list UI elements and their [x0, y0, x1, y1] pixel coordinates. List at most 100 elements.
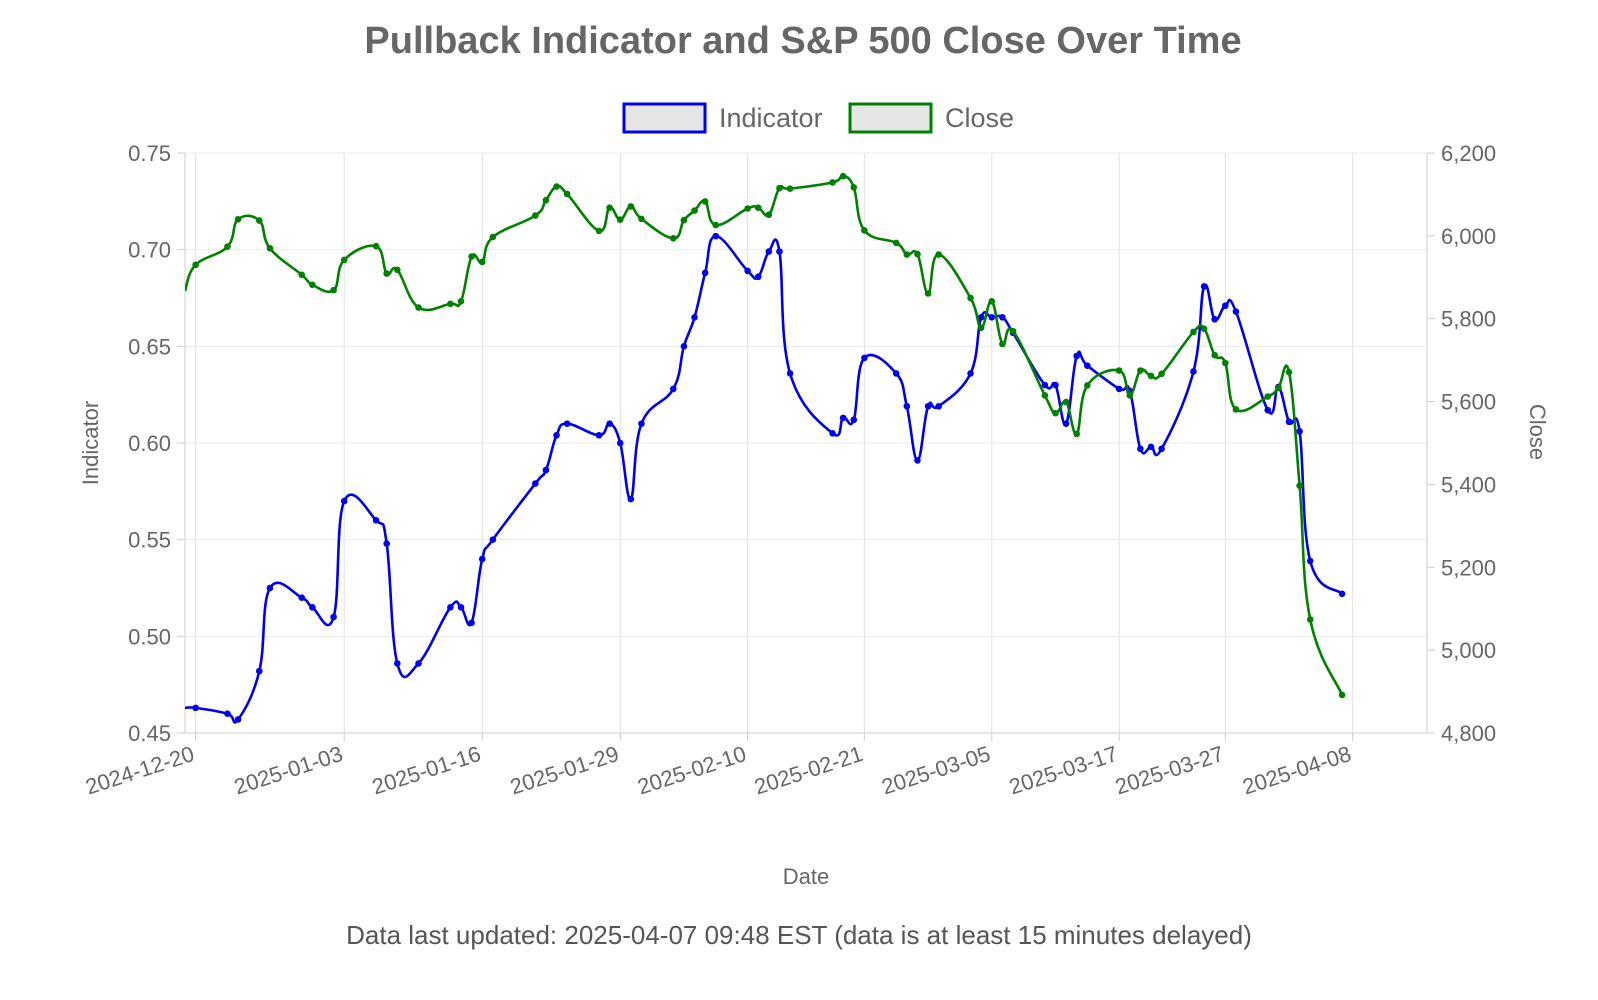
close-point — [924, 290, 932, 297]
indicator-point — [914, 457, 921, 464]
indicator-point — [192, 704, 199, 712]
close-point — [1296, 482, 1303, 489]
indicator-point — [1041, 381, 1049, 389]
indicator-point — [1084, 362, 1091, 369]
indicator-point — [988, 314, 996, 321]
close-point — [892, 239, 900, 247]
indicator-point — [1052, 381, 1059, 389]
close-point — [712, 221, 720, 229]
legend-swatch-close — [848, 102, 933, 134]
indicator-point — [266, 584, 274, 592]
close-point — [1062, 398, 1070, 406]
close-point — [977, 324, 985, 332]
indicator-point — [256, 667, 263, 675]
indicator-point — [563, 420, 571, 427]
indicator-point — [553, 431, 560, 439]
close-point — [309, 281, 316, 289]
x-tick-label: 2025-03-27 — [1112, 741, 1227, 800]
indicator-point — [1285, 418, 1293, 426]
close-point — [765, 211, 773, 219]
y-tick-label: 0.60 — [128, 431, 171, 456]
y-tick-label: 0.50 — [128, 624, 171, 649]
close-point — [1009, 327, 1017, 335]
close-point — [903, 251, 911, 258]
indicator-point — [447, 604, 454, 611]
indicator-point — [298, 594, 306, 601]
close-point — [192, 261, 199, 269]
indicator-point — [1137, 445, 1144, 453]
close-point — [935, 251, 942, 258]
close-point — [744, 205, 751, 212]
indicator-point — [680, 343, 688, 350]
close-point — [988, 298, 996, 305]
legend-label-indicator: Indicator — [719, 103, 823, 133]
y2-tick-label: 5,800 — [1441, 307, 1496, 332]
close-point — [1126, 392, 1134, 399]
close-point — [1115, 367, 1123, 374]
indicator-line — [185, 234, 1344, 724]
series-close — [185, 172, 1346, 699]
close-point — [1073, 430, 1080, 438]
indicator-point — [309, 604, 316, 611]
y2-axis-title: Close — [1525, 404, 1550, 460]
close-point — [542, 196, 550, 204]
close-point — [786, 185, 794, 192]
x-tick-label: 2025-02-21 — [751, 741, 866, 800]
close-point — [478, 258, 486, 266]
y-tick-label: 0.70 — [128, 238, 171, 263]
x-tick-label: 2025-03-17 — [1006, 741, 1121, 800]
close-point — [563, 190, 571, 198]
y2-tick-label: 5,600 — [1441, 390, 1496, 415]
y2-tick-label: 6,200 — [1441, 141, 1496, 166]
close-point — [224, 243, 231, 250]
indicator-point — [712, 232, 720, 240]
indicator-point — [924, 402, 932, 410]
close-point — [340, 256, 348, 264]
close-point — [1338, 691, 1346, 699]
close-point — [457, 298, 465, 305]
close-point — [638, 215, 645, 223]
x-tick-label: 2025-02-10 — [634, 741, 749, 800]
indicator-point — [1264, 406, 1272, 414]
close-point — [298, 271, 306, 279]
indicator-point — [224, 710, 231, 717]
close-point — [234, 215, 242, 223]
close-point — [670, 235, 677, 242]
footer-note: Data last updated: 2025-04-07 09:48 EST … — [346, 920, 1252, 950]
close-point — [383, 270, 390, 277]
indicator-point — [776, 248, 783, 255]
close-point — [1275, 384, 1282, 392]
close-point — [701, 198, 709, 205]
close-point — [754, 204, 762, 211]
x-tick-label: 2025-01-29 — [507, 741, 622, 800]
close-point — [1041, 392, 1049, 399]
close-point — [1052, 409, 1059, 417]
close-point — [914, 250, 921, 258]
y-tick-label: 0.65 — [128, 334, 171, 359]
close-point — [999, 340, 1006, 348]
indicator-point — [1338, 590, 1346, 598]
indicator-point — [1200, 283, 1208, 290]
indicator-point — [977, 314, 985, 321]
indicator-point — [372, 517, 380, 524]
indicator-point — [691, 314, 698, 321]
y-tick-label: 0.45 — [128, 721, 171, 746]
x-tick-label: 2025-01-03 — [231, 741, 346, 800]
indicator-point — [627, 495, 635, 503]
y2-tick-label: 5,400 — [1441, 472, 1496, 497]
indicator-point — [595, 431, 603, 439]
close-point — [415, 304, 422, 311]
x-axis-title: Date — [783, 864, 829, 889]
close-point — [1200, 325, 1208, 332]
indicator-point — [839, 414, 847, 422]
close-point — [1158, 370, 1165, 378]
indicator-point — [478, 555, 486, 563]
close-point — [266, 244, 274, 252]
close-point — [691, 207, 698, 214]
legend-swatch-indicator — [622, 102, 707, 134]
close-point — [1190, 328, 1197, 336]
y2-tick-label: 5,200 — [1441, 555, 1496, 580]
y-tick-label: 0.75 — [128, 141, 171, 166]
indicator-point — [1147, 443, 1155, 451]
